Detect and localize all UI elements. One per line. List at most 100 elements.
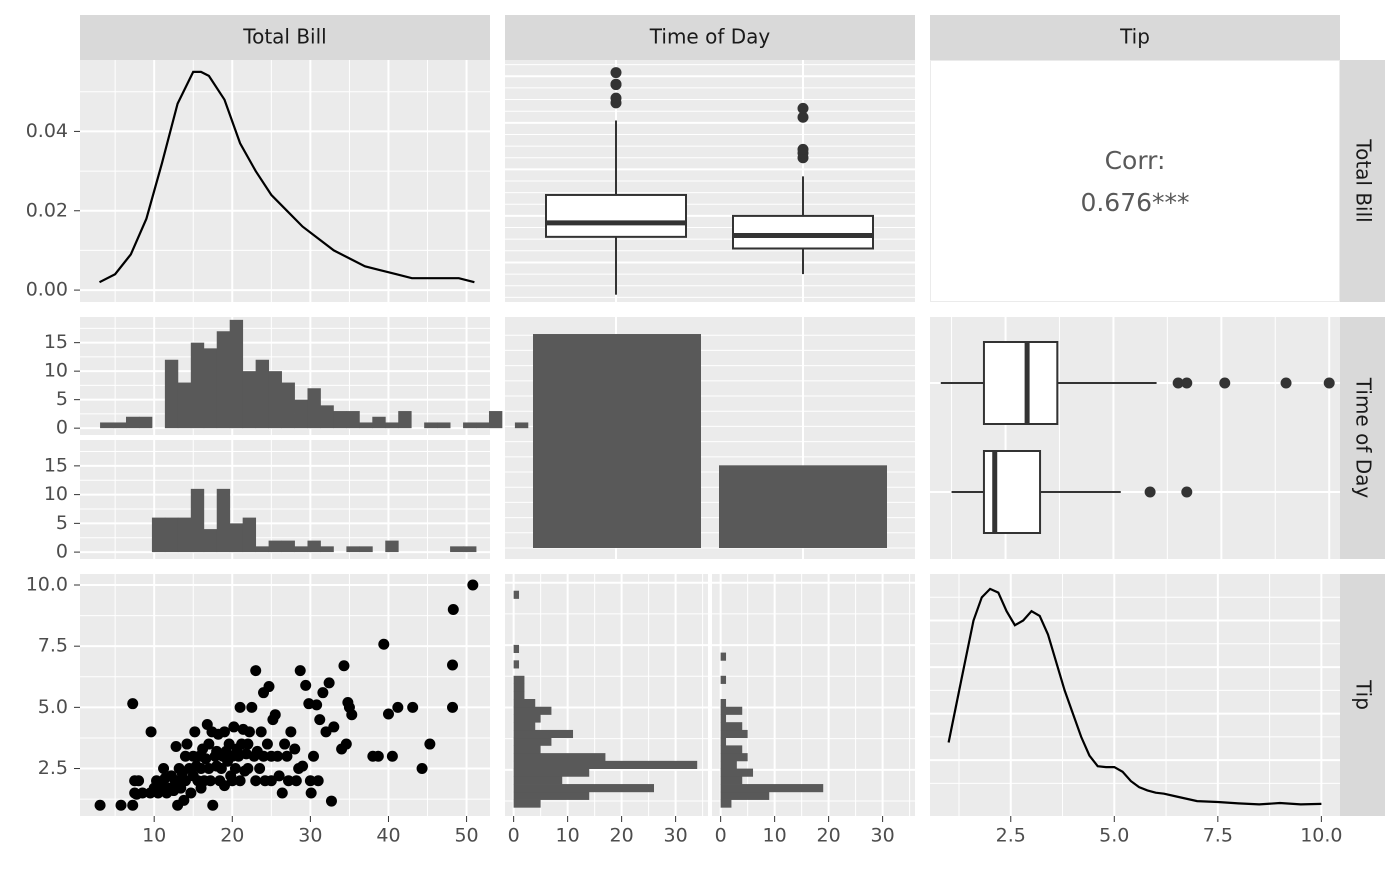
strip-col-tip-label: Tip (1119, 25, 1150, 49)
bill-hist-bar (178, 383, 191, 429)
scatter-point (346, 709, 357, 720)
bill-hist-bar (191, 489, 204, 552)
bill-hist-bar (372, 417, 385, 428)
bill-hist-bar (385, 541, 398, 552)
box-outlier (798, 103, 809, 114)
pairs-plot: Total Bill Time of Day Tip Total Bill Ti… (0, 0, 1400, 865)
scatter-point (256, 726, 267, 737)
scatter-point (289, 743, 300, 754)
box-body-dinner (546, 195, 686, 237)
tip-hist-bar (514, 591, 519, 599)
scatter-point (235, 702, 246, 713)
bill-hist-bar (515, 422, 528, 428)
tip-hist-bar (721, 730, 748, 738)
scatter-point (306, 787, 317, 798)
bill-hist-bar (178, 518, 191, 552)
box-outlier (1281, 378, 1292, 389)
scatter-point (254, 763, 265, 774)
scatter-point (392, 702, 403, 713)
scatter-y-tick-label: 5.0 (38, 696, 68, 718)
scatter-point (300, 680, 311, 691)
tip-hist-bar (514, 714, 541, 722)
strip-col-total-bill-label: Total Bill (242, 25, 326, 49)
scatter-point (250, 665, 261, 676)
bill-hist-bar (295, 546, 308, 552)
tip-hist-bar (721, 745, 743, 753)
bill-hist-bar (450, 546, 463, 552)
scatter-point (387, 751, 398, 762)
tip-hist-bar (514, 761, 698, 769)
tip-hist-bar (514, 684, 525, 692)
scatter-point (146, 726, 157, 737)
panel-correlation (931, 61, 1340, 302)
bill-hist-bar (204, 348, 217, 428)
scatter-point (242, 763, 253, 774)
count-x-tick-label: 10 (556, 825, 580, 847)
tip-hist-bar (721, 676, 726, 684)
scatter-point (95, 800, 106, 811)
bill-density-y-tick-label: 0.00 (26, 279, 68, 301)
bill-hist-bar (165, 518, 178, 552)
scatter-point (447, 702, 458, 713)
scatter-point (277, 787, 288, 798)
bill-density-y-tick-label: 0.04 (26, 120, 68, 142)
bill-hist-bar (243, 371, 256, 428)
count-x-tick-label: 30 (664, 825, 688, 847)
scatter-point (297, 761, 308, 772)
tip-hist-bar (514, 784, 654, 792)
scatter-point (313, 775, 324, 786)
scatter-y-tick-label: 10.0 (26, 574, 68, 596)
time-bar-dinner (533, 334, 701, 548)
bill-hist-bar (191, 343, 204, 429)
bill-hist-bar (217, 331, 230, 428)
box-outlier (1181, 378, 1192, 389)
tip-hist-bar (721, 722, 743, 730)
box-outlier (1324, 378, 1335, 389)
scatter-y-tick-label: 7.5 (38, 635, 68, 657)
scatter-point (326, 796, 337, 807)
scatter-point (205, 775, 216, 786)
bill-hist-bar (100, 422, 113, 428)
scatter-point (230, 763, 241, 774)
scatter-point (291, 775, 302, 786)
bill-hist-y-tick-label: 0 (56, 541, 68, 563)
box-outlier (1145, 487, 1156, 498)
box-outlier (798, 144, 809, 155)
bill-hist-bar (476, 422, 489, 428)
scatter-point (311, 699, 322, 710)
box-body-dinner (984, 342, 1057, 424)
tip-hist-bar (514, 769, 590, 777)
scatter-point (263, 681, 274, 692)
tip-x-tick-label: 10.0 (1300, 825, 1342, 847)
bill-hist-bar (152, 518, 165, 552)
tip-hist-bar (721, 784, 824, 792)
bill-x-tick-label: 20 (220, 825, 244, 847)
scatter-point (242, 739, 253, 750)
scatter-point (228, 721, 239, 732)
scatter-point (200, 753, 211, 764)
bill-hist-bar (359, 546, 372, 552)
tip-hist-bar (514, 645, 519, 653)
panel-bill-density (80, 60, 490, 302)
bill-hist-bar (346, 546, 359, 552)
tip-hist-bar (721, 753, 748, 761)
scatter-point (447, 660, 458, 671)
bill-hist-bar (489, 411, 502, 428)
tip-hist-bar (514, 745, 541, 753)
scatter-point (127, 698, 138, 709)
tip-hist-bar (514, 730, 573, 738)
count-x-tick-label: 0 (715, 825, 727, 847)
bill-hist-bar (230, 523, 243, 552)
bill-hist-bar (359, 422, 372, 428)
tip-hist-bar (514, 660, 519, 668)
bill-hist-bar (165, 360, 178, 428)
scatter-point (328, 721, 339, 732)
scatter-point (181, 739, 192, 750)
bill-hist-bar (437, 422, 450, 428)
box-outlier (611, 67, 622, 78)
tip-hist-bar (721, 707, 743, 715)
count-x-tick-label: 10 (763, 825, 787, 847)
bill-hist-bar (307, 388, 320, 428)
bill-x-tick-label: 30 (298, 825, 322, 847)
box-outlier (1181, 487, 1192, 498)
